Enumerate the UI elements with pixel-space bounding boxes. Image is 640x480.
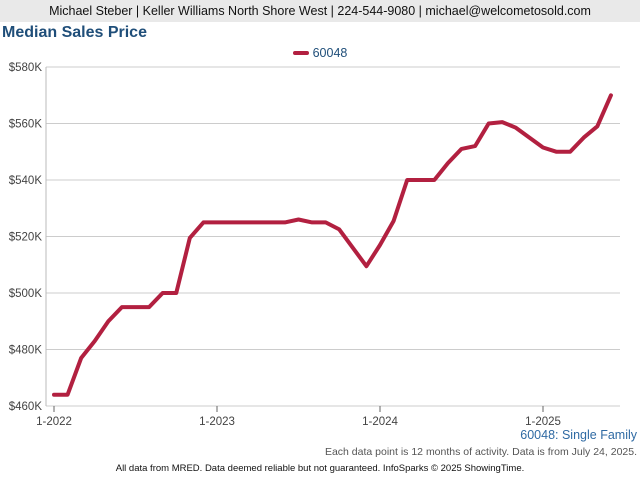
footer-disclaimer: All data from MRED. Data deemed reliable… — [115, 463, 525, 474]
x-tick-label: 1-2024 — [362, 416, 398, 428]
y-tick-label: $480K — [9, 345, 43, 357]
y-tick-label: $460K — [9, 401, 43, 413]
legend-swatch — [292, 50, 309, 55]
y-tick-label: $560K — [9, 119, 43, 131]
series-description: 60048: Single Family — [520, 428, 637, 442]
y-tick-label: $520K — [9, 232, 43, 244]
x-tick-label: 1-2023 — [199, 416, 235, 428]
chart-title: Median Sales Price — [2, 24, 147, 41]
x-tick-label: 1-2025 — [525, 416, 561, 428]
contact-banner: Michael Steber | Keller Williams North S… — [0, 0, 640, 22]
data-note: Each data point is 12 months of activity… — [324, 446, 637, 458]
y-tick-label: $540K — [9, 175, 43, 187]
legend: 60048 — [0, 44, 640, 62]
x-tick-label: 1-2022 — [36, 416, 72, 428]
contact-text: Michael Steber | Keller Williams North S… — [49, 4, 591, 18]
legend-label: 60048 — [312, 46, 348, 60]
y-tick-label: $580K — [9, 62, 43, 74]
series-line-60048 — [52, 93, 613, 397]
y-tick-label: $500K — [9, 288, 43, 300]
